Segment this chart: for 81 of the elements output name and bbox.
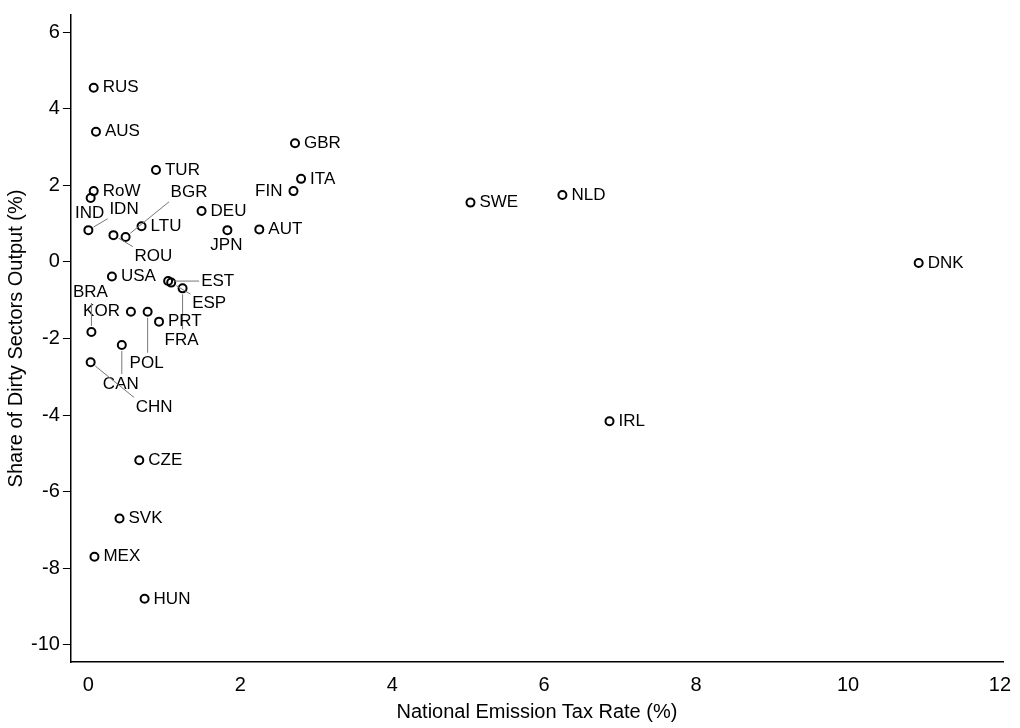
y-tick-label: 2 xyxy=(48,172,60,195)
y-tick-label: -10 xyxy=(31,632,60,655)
annotation: NLD xyxy=(571,184,606,204)
point xyxy=(114,513,125,524)
point xyxy=(296,173,307,184)
annotation: CZE xyxy=(148,449,183,469)
annotation: CAN xyxy=(102,374,139,394)
point xyxy=(254,224,265,235)
x-axis-title: National Emission Tax Rate (%) xyxy=(396,699,678,722)
annotation: MEX xyxy=(103,546,141,566)
point xyxy=(116,340,127,351)
y-tick-label: -6 xyxy=(42,479,60,502)
annotation: SVK xyxy=(128,508,164,528)
x-tick-label: 4 xyxy=(386,672,398,695)
annotation: FRA xyxy=(164,329,200,349)
point xyxy=(134,455,145,466)
point xyxy=(125,306,136,317)
annotation: BRA xyxy=(72,282,109,302)
annotation: DNK xyxy=(927,252,965,272)
point xyxy=(88,82,99,93)
annotation: PRT xyxy=(168,311,202,331)
point xyxy=(139,593,150,604)
x-tick-label: 6 xyxy=(538,672,550,695)
point xyxy=(290,138,300,149)
point xyxy=(120,232,131,243)
annotation: AUS xyxy=(104,121,140,141)
x-tick-label: 8 xyxy=(690,672,702,695)
y-tick-label: 6 xyxy=(48,19,60,42)
annotation: TUR xyxy=(164,159,200,179)
annotation: ITA xyxy=(310,168,336,188)
point xyxy=(196,206,207,217)
annotation: KOR xyxy=(83,301,120,321)
annotation: AUT xyxy=(268,219,303,239)
annotation: POL xyxy=(129,352,164,372)
annotation: HUN xyxy=(153,588,191,608)
point xyxy=(288,186,299,197)
annotation: IRL xyxy=(618,410,645,430)
point xyxy=(89,551,100,562)
y-tick-label: -4 xyxy=(42,402,60,425)
x-tick-label: 2 xyxy=(234,672,246,695)
point xyxy=(154,316,165,327)
annotation: DEU xyxy=(210,200,247,220)
y-tick-label: -8 xyxy=(42,555,60,578)
annotation: BGR xyxy=(170,181,208,201)
point xyxy=(85,193,96,203)
point xyxy=(150,165,161,176)
annotation: ROU xyxy=(134,245,173,265)
point xyxy=(86,326,97,337)
annotation: IDN xyxy=(109,198,139,218)
annotation: USA xyxy=(120,266,157,286)
annotation: IND xyxy=(75,203,105,223)
point xyxy=(88,186,99,197)
annotation: JPN xyxy=(210,235,243,255)
point xyxy=(85,357,96,368)
annotation: EST xyxy=(201,270,235,290)
point xyxy=(136,221,147,232)
point xyxy=(222,225,233,236)
y-axis-title: Share of Dirty Sectors Output (%) xyxy=(3,189,26,488)
point xyxy=(557,189,568,200)
y-tick-label: 0 xyxy=(48,249,60,272)
point xyxy=(604,416,615,427)
annotation: CHN xyxy=(135,396,173,416)
point xyxy=(913,258,924,269)
point xyxy=(90,126,101,137)
point xyxy=(142,306,153,317)
annotation: LTU xyxy=(150,216,182,236)
x-tick-label: 0 xyxy=(82,672,94,695)
annotation: RoW xyxy=(102,180,141,200)
y-tick-label: -2 xyxy=(42,326,60,349)
point xyxy=(106,271,117,282)
annotation: ESP xyxy=(192,293,227,313)
point xyxy=(465,197,476,208)
x-tick-label: 10 xyxy=(836,672,860,695)
annotation: GBR xyxy=(304,132,341,152)
annotation: RUS xyxy=(102,77,139,97)
annotation: FIN xyxy=(255,180,283,200)
annotation: SWE xyxy=(479,192,519,212)
x-tick-label: 12 xyxy=(988,672,1012,695)
point xyxy=(108,230,119,241)
point xyxy=(83,225,94,236)
y-tick-label: 4 xyxy=(48,96,60,119)
